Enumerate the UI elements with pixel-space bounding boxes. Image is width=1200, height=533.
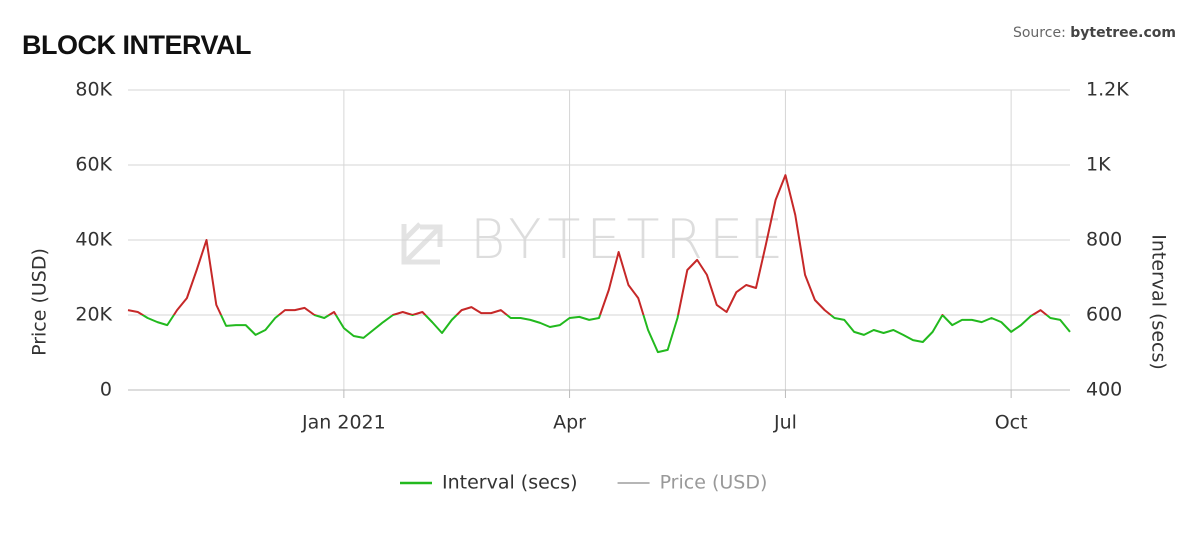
line-series [127,174,1071,354]
y-axis-title: Price (USD) [29,248,51,356]
x-tick-label: Jan 2021 [301,412,386,434]
y-tick-label: 20K [75,304,112,326]
y2-tick-label: 400 [1086,379,1122,401]
y2-tick-label: 800 [1086,229,1122,251]
watermark-text: BYTETREE [470,208,789,271]
y-tick-label: 0 [100,379,112,401]
y-tick-label: 40K [75,229,112,251]
watermark-icon [401,222,443,265]
source: Source: bytetree.com [1013,25,1176,41]
x-tick-label: Apr [553,412,586,434]
x-tick-label: Jul [773,412,797,434]
y2-tick-label: 1.2K [1086,79,1129,101]
source-name: bytetree.com [1070,25,1176,41]
legend: Interval (secs) Price (USD) [400,472,767,494]
legend-label[interactable]: Interval (secs) [442,472,578,494]
y2-tick-label: 1K [1086,154,1111,176]
watermark: BYTETREE [401,208,789,271]
y2-tick-label: 600 [1086,304,1122,326]
legend-label[interactable]: Price (USD) [660,472,768,494]
y-tick-label: 60K [75,154,112,176]
x-tick-label: Oct [995,412,1028,434]
y-tick-label: 80K [75,79,112,101]
y2-axis-title: Interval (secs) [1148,234,1170,370]
chart-title: BLOCK INTERVAL [22,30,251,60]
source-label: Source: [1013,25,1066,41]
